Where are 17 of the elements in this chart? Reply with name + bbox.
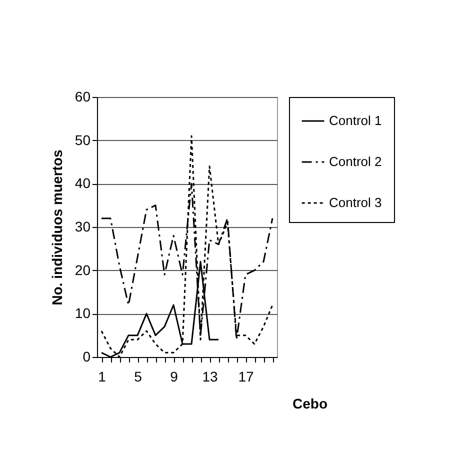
y-axis-title: No. individuos muertos	[48, 150, 65, 306]
legend-label: Control 2	[329, 154, 382, 169]
y-tick-label: 60	[74, 88, 91, 104]
y-tick-label: 40	[74, 175, 91, 192]
x-tick-label: 5	[134, 368, 142, 384]
x-tick-label: 1	[98, 368, 106, 384]
y-tick-label: 50	[74, 132, 91, 148]
x-axis-title: Cebo	[292, 396, 328, 412]
x-tick-label: 17	[238, 368, 254, 384]
legend-label: Control 3	[329, 195, 382, 210]
x-tick-label: 13	[202, 368, 218, 384]
y-tick-label: 30	[74, 218, 91, 234]
x-tick-label: 9	[170, 368, 178, 384]
y-tick-label: 20	[74, 262, 91, 278]
y-tick-label: 0	[82, 348, 91, 364]
y-tick-label: 10	[74, 305, 91, 322]
legend-label: Control 1	[329, 113, 382, 128]
